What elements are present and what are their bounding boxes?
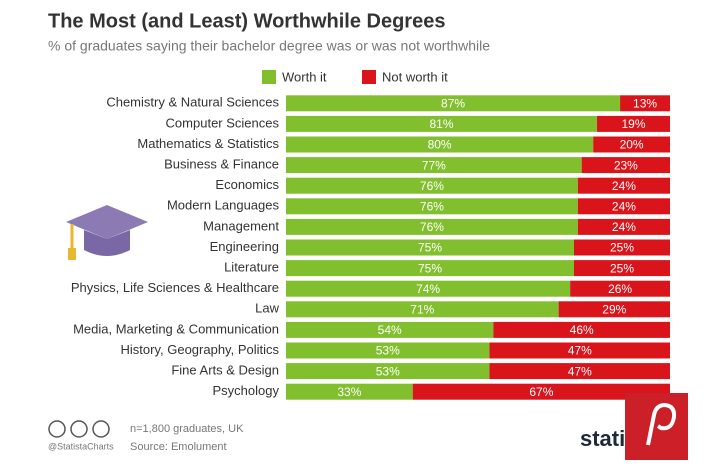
bar-segment bbox=[286, 218, 578, 235]
category-label: Modern Languages bbox=[167, 198, 280, 213]
category-label: History, Geography, Politics bbox=[121, 342, 280, 357]
data-label: 13% bbox=[633, 96, 657, 110]
data-label: 81% bbox=[430, 117, 454, 131]
category-label: Computer Sciences bbox=[166, 115, 280, 130]
footer-icons bbox=[48, 420, 110, 438]
bar-segment bbox=[489, 363, 670, 380]
data-label: 20% bbox=[620, 138, 644, 152]
category-label: Physics, Life Sciences & Healthcare bbox=[71, 280, 279, 295]
data-label: 33% bbox=[337, 385, 361, 399]
bar-segment bbox=[286, 198, 578, 215]
data-label: 75% bbox=[418, 261, 442, 275]
bar-segment bbox=[570, 280, 670, 297]
bar-segment bbox=[286, 115, 598, 132]
bar-segment bbox=[286, 363, 490, 380]
bar-segment bbox=[593, 136, 670, 153]
legend-swatch bbox=[262, 70, 276, 84]
bar-segment bbox=[581, 157, 670, 174]
data-label: 87% bbox=[441, 96, 465, 110]
category-label: Business & Finance bbox=[164, 157, 279, 172]
data-label: 76% bbox=[420, 179, 444, 193]
bar-segment bbox=[286, 136, 594, 153]
data-label: 23% bbox=[614, 158, 638, 172]
data-label: 29% bbox=[602, 302, 626, 316]
bar-segment bbox=[286, 95, 621, 112]
bar-segment bbox=[412, 383, 670, 400]
category-label: Psychology bbox=[213, 383, 280, 398]
data-label: 24% bbox=[612, 199, 636, 213]
category-label: Chemistry & Natural Sciences bbox=[106, 95, 279, 110]
data-label: 47% bbox=[568, 344, 592, 358]
chart-title: The Most (and Least) Worthwhile Degrees bbox=[48, 10, 445, 32]
data-label: 19% bbox=[622, 117, 646, 131]
legend-label: Worth it bbox=[282, 69, 327, 84]
bar-segment bbox=[577, 177, 670, 194]
category-label: Media, Marketing & Communication bbox=[73, 321, 279, 336]
data-label: 46% bbox=[570, 323, 594, 337]
data-label: 53% bbox=[376, 364, 400, 378]
bar-segment bbox=[286, 301, 559, 318]
bar-segment bbox=[577, 198, 670, 215]
bar-segment bbox=[493, 321, 670, 338]
category-label: Mathematics & Statistics bbox=[137, 136, 279, 151]
bar-segment bbox=[577, 218, 670, 235]
category-label: Engineering bbox=[210, 239, 279, 254]
data-label: 71% bbox=[410, 302, 434, 316]
data-label: 77% bbox=[422, 158, 446, 172]
data-label: 54% bbox=[378, 323, 402, 337]
data-label: 24% bbox=[612, 220, 636, 234]
legend-swatch bbox=[362, 70, 376, 84]
bar-segment bbox=[286, 239, 574, 256]
graduation-cap bbox=[66, 205, 148, 260]
category-label: Literature bbox=[224, 260, 279, 275]
source: Source: Emolument bbox=[130, 441, 227, 453]
data-label: 75% bbox=[418, 241, 442, 255]
bar-segment bbox=[558, 301, 670, 318]
bar-segment bbox=[286, 280, 571, 297]
data-label: 25% bbox=[610, 241, 634, 255]
category-label: Fine Arts & Design bbox=[171, 363, 279, 378]
bar-segment bbox=[286, 383, 413, 400]
chart-subtitle: % of graduates saying their bachelor deg… bbox=[48, 38, 490, 54]
category-label: Management bbox=[203, 218, 279, 233]
bar-segment bbox=[574, 260, 670, 277]
bar-segment bbox=[286, 321, 494, 338]
data-label: 76% bbox=[420, 199, 444, 213]
bar-segment bbox=[574, 239, 670, 256]
data-label: 76% bbox=[420, 220, 444, 234]
bar-segment bbox=[620, 95, 670, 112]
data-label: 74% bbox=[416, 282, 440, 296]
category-label: Economics bbox=[215, 177, 279, 192]
data-label: 53% bbox=[376, 344, 400, 358]
bar-segment bbox=[286, 342, 490, 359]
note: n=1,800 graduates, UK bbox=[130, 423, 244, 435]
data-label: 24% bbox=[612, 179, 636, 193]
data-label: 67% bbox=[529, 385, 553, 399]
bar-segment bbox=[286, 260, 574, 277]
bar-segment bbox=[489, 342, 670, 359]
pinterest-button[interactable] bbox=[625, 393, 688, 460]
data-label: 26% bbox=[608, 282, 632, 296]
data-label: 25% bbox=[610, 261, 634, 275]
legend-label: Not worth it bbox=[382, 69, 448, 84]
data-label: 80% bbox=[428, 138, 452, 152]
data-label: 47% bbox=[568, 364, 592, 378]
category-label: Law bbox=[255, 301, 279, 316]
bar-segment bbox=[286, 157, 582, 174]
credit: @StatistaCharts bbox=[48, 441, 114, 451]
bar-segment bbox=[286, 177, 578, 194]
bar-segment bbox=[597, 115, 670, 132]
